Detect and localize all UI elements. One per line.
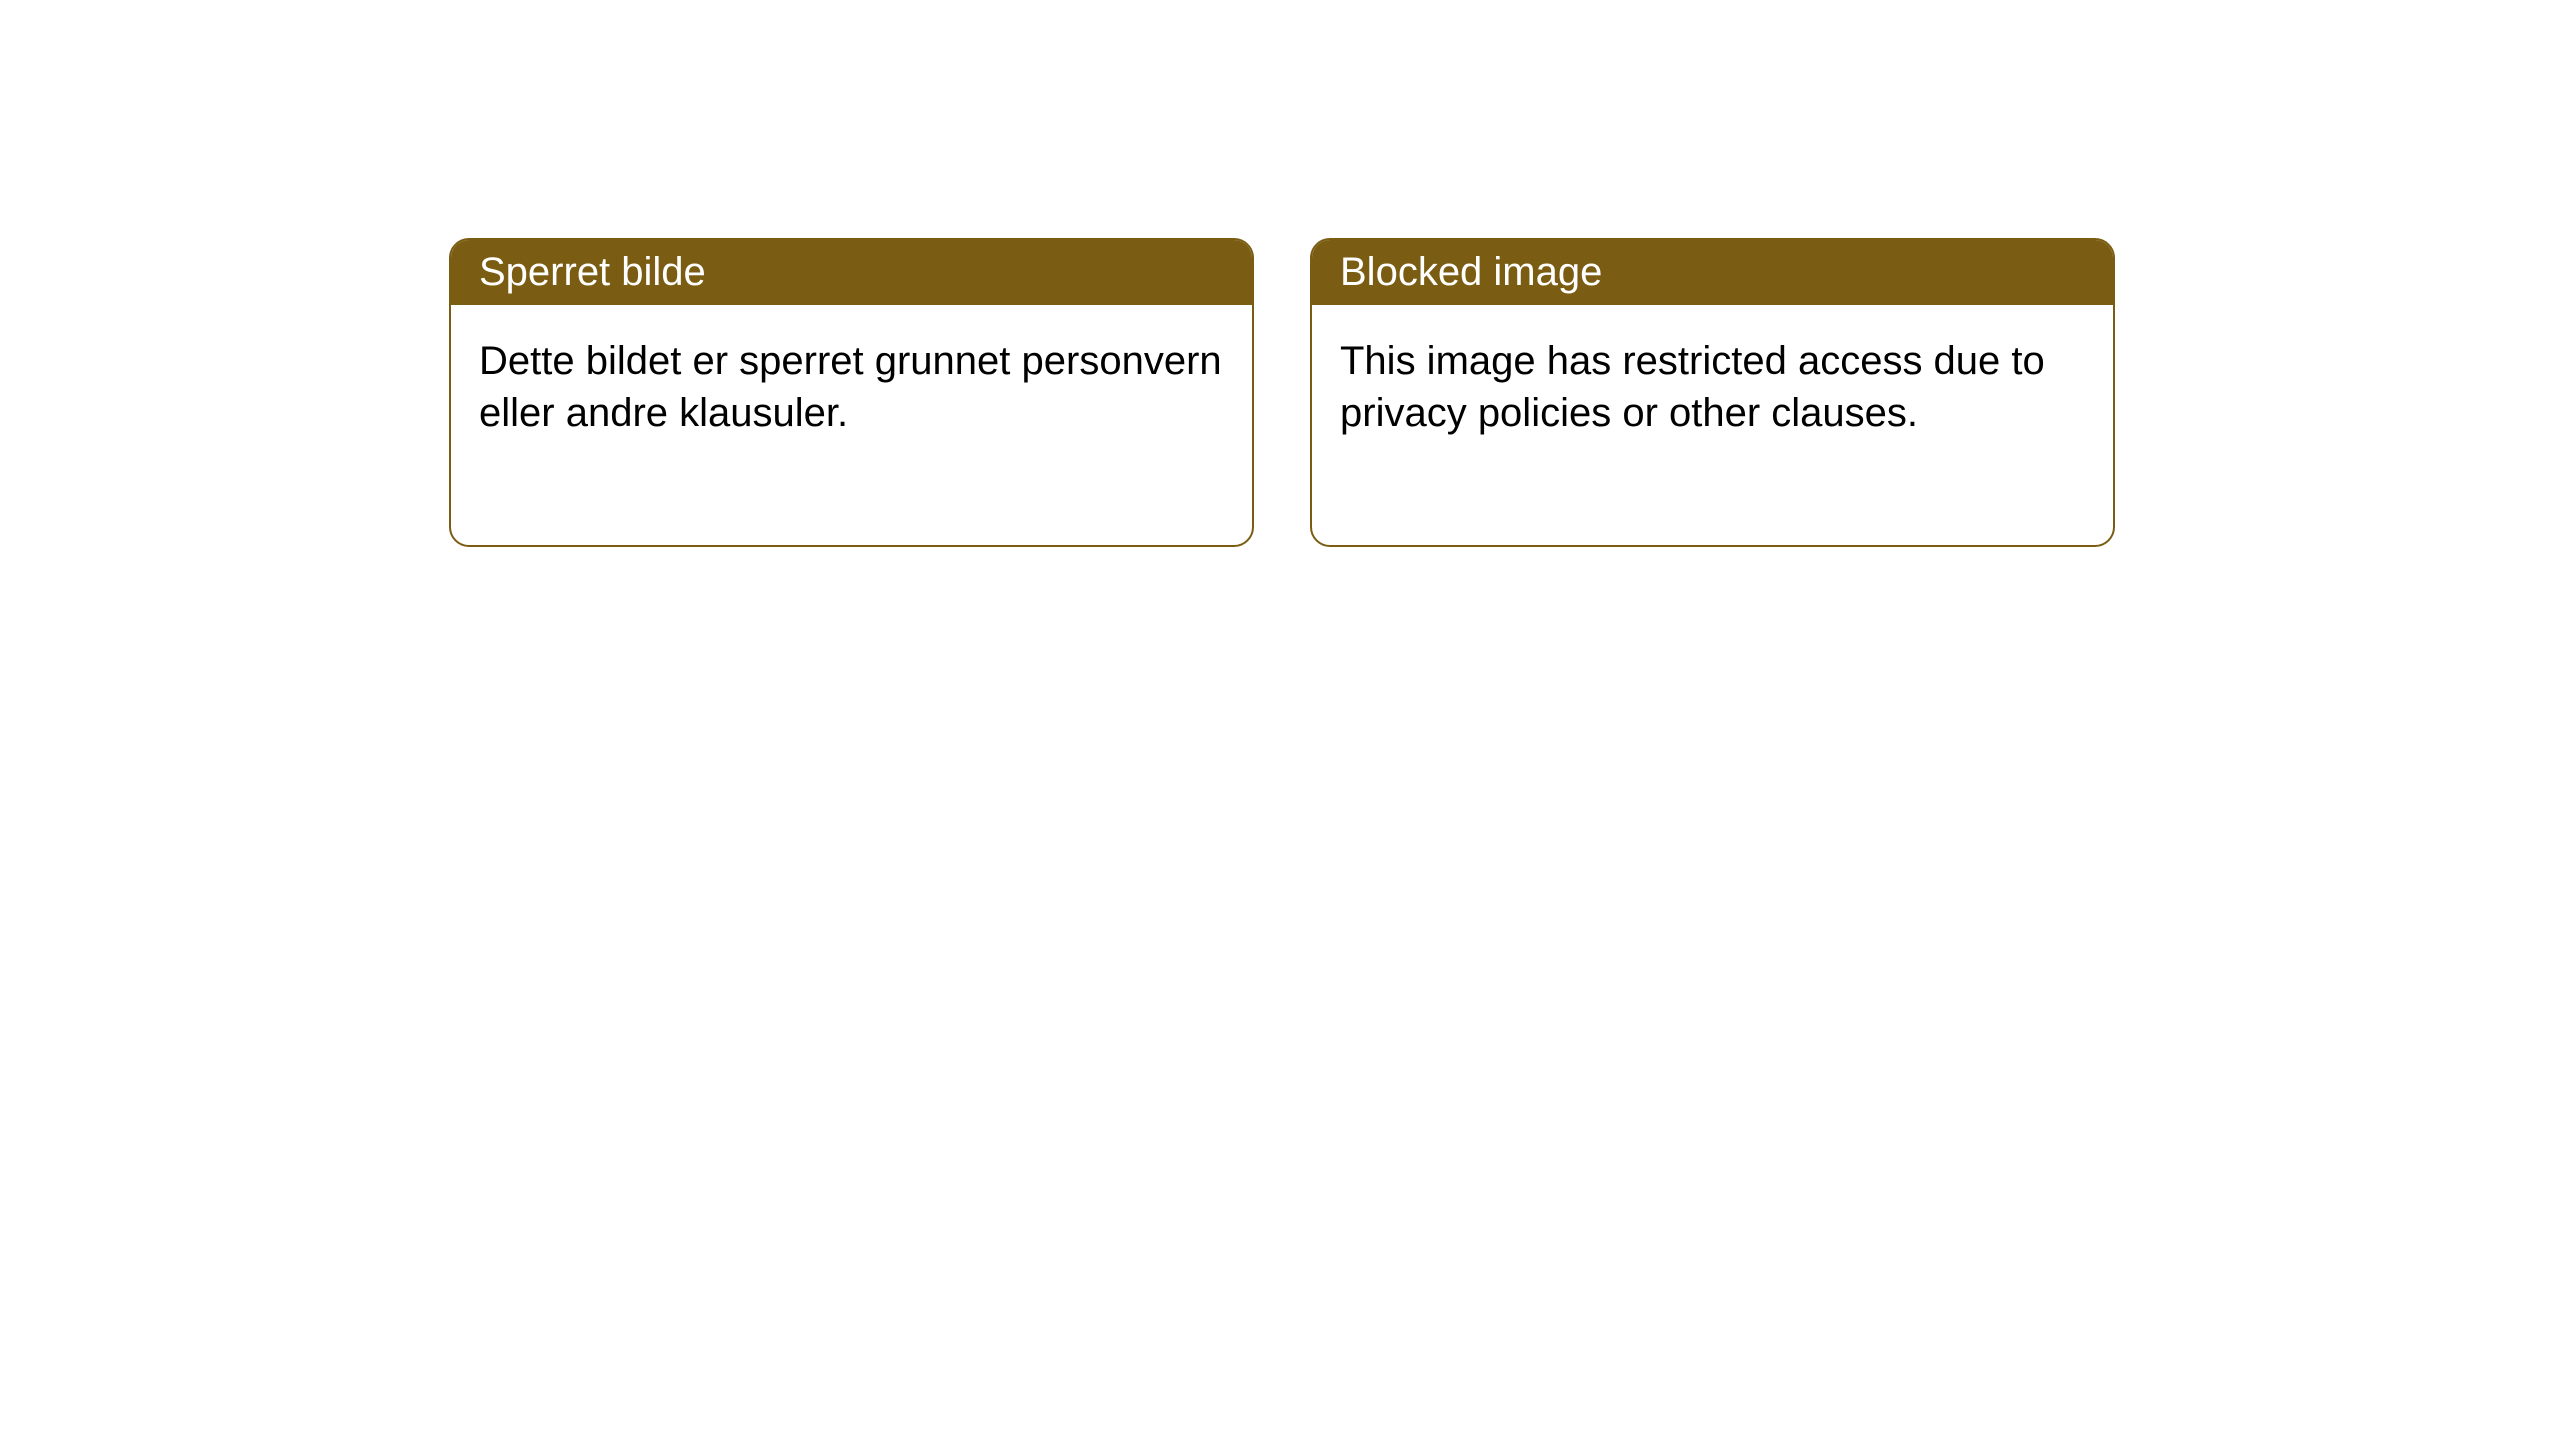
blocked-image-card-en: Blocked image This image has restricted …	[1310, 238, 2115, 547]
card-header-no: Sperret bilde	[451, 240, 1252, 305]
card-message-no: Dette bildet er sperret grunnet personve…	[479, 339, 1222, 435]
card-title-en: Blocked image	[1340, 250, 1602, 294]
card-message-en: This image has restricted access due to …	[1340, 339, 2045, 435]
cards-container: Sperret bilde Dette bildet er sperret gr…	[449, 238, 2115, 547]
card-title-no: Sperret bilde	[479, 250, 706, 294]
blocked-image-card-no: Sperret bilde Dette bildet er sperret gr…	[449, 238, 1254, 547]
card-body-no: Dette bildet er sperret grunnet personve…	[451, 305, 1252, 545]
card-body-en: This image has restricted access due to …	[1312, 305, 2113, 545]
card-header-en: Blocked image	[1312, 240, 2113, 305]
